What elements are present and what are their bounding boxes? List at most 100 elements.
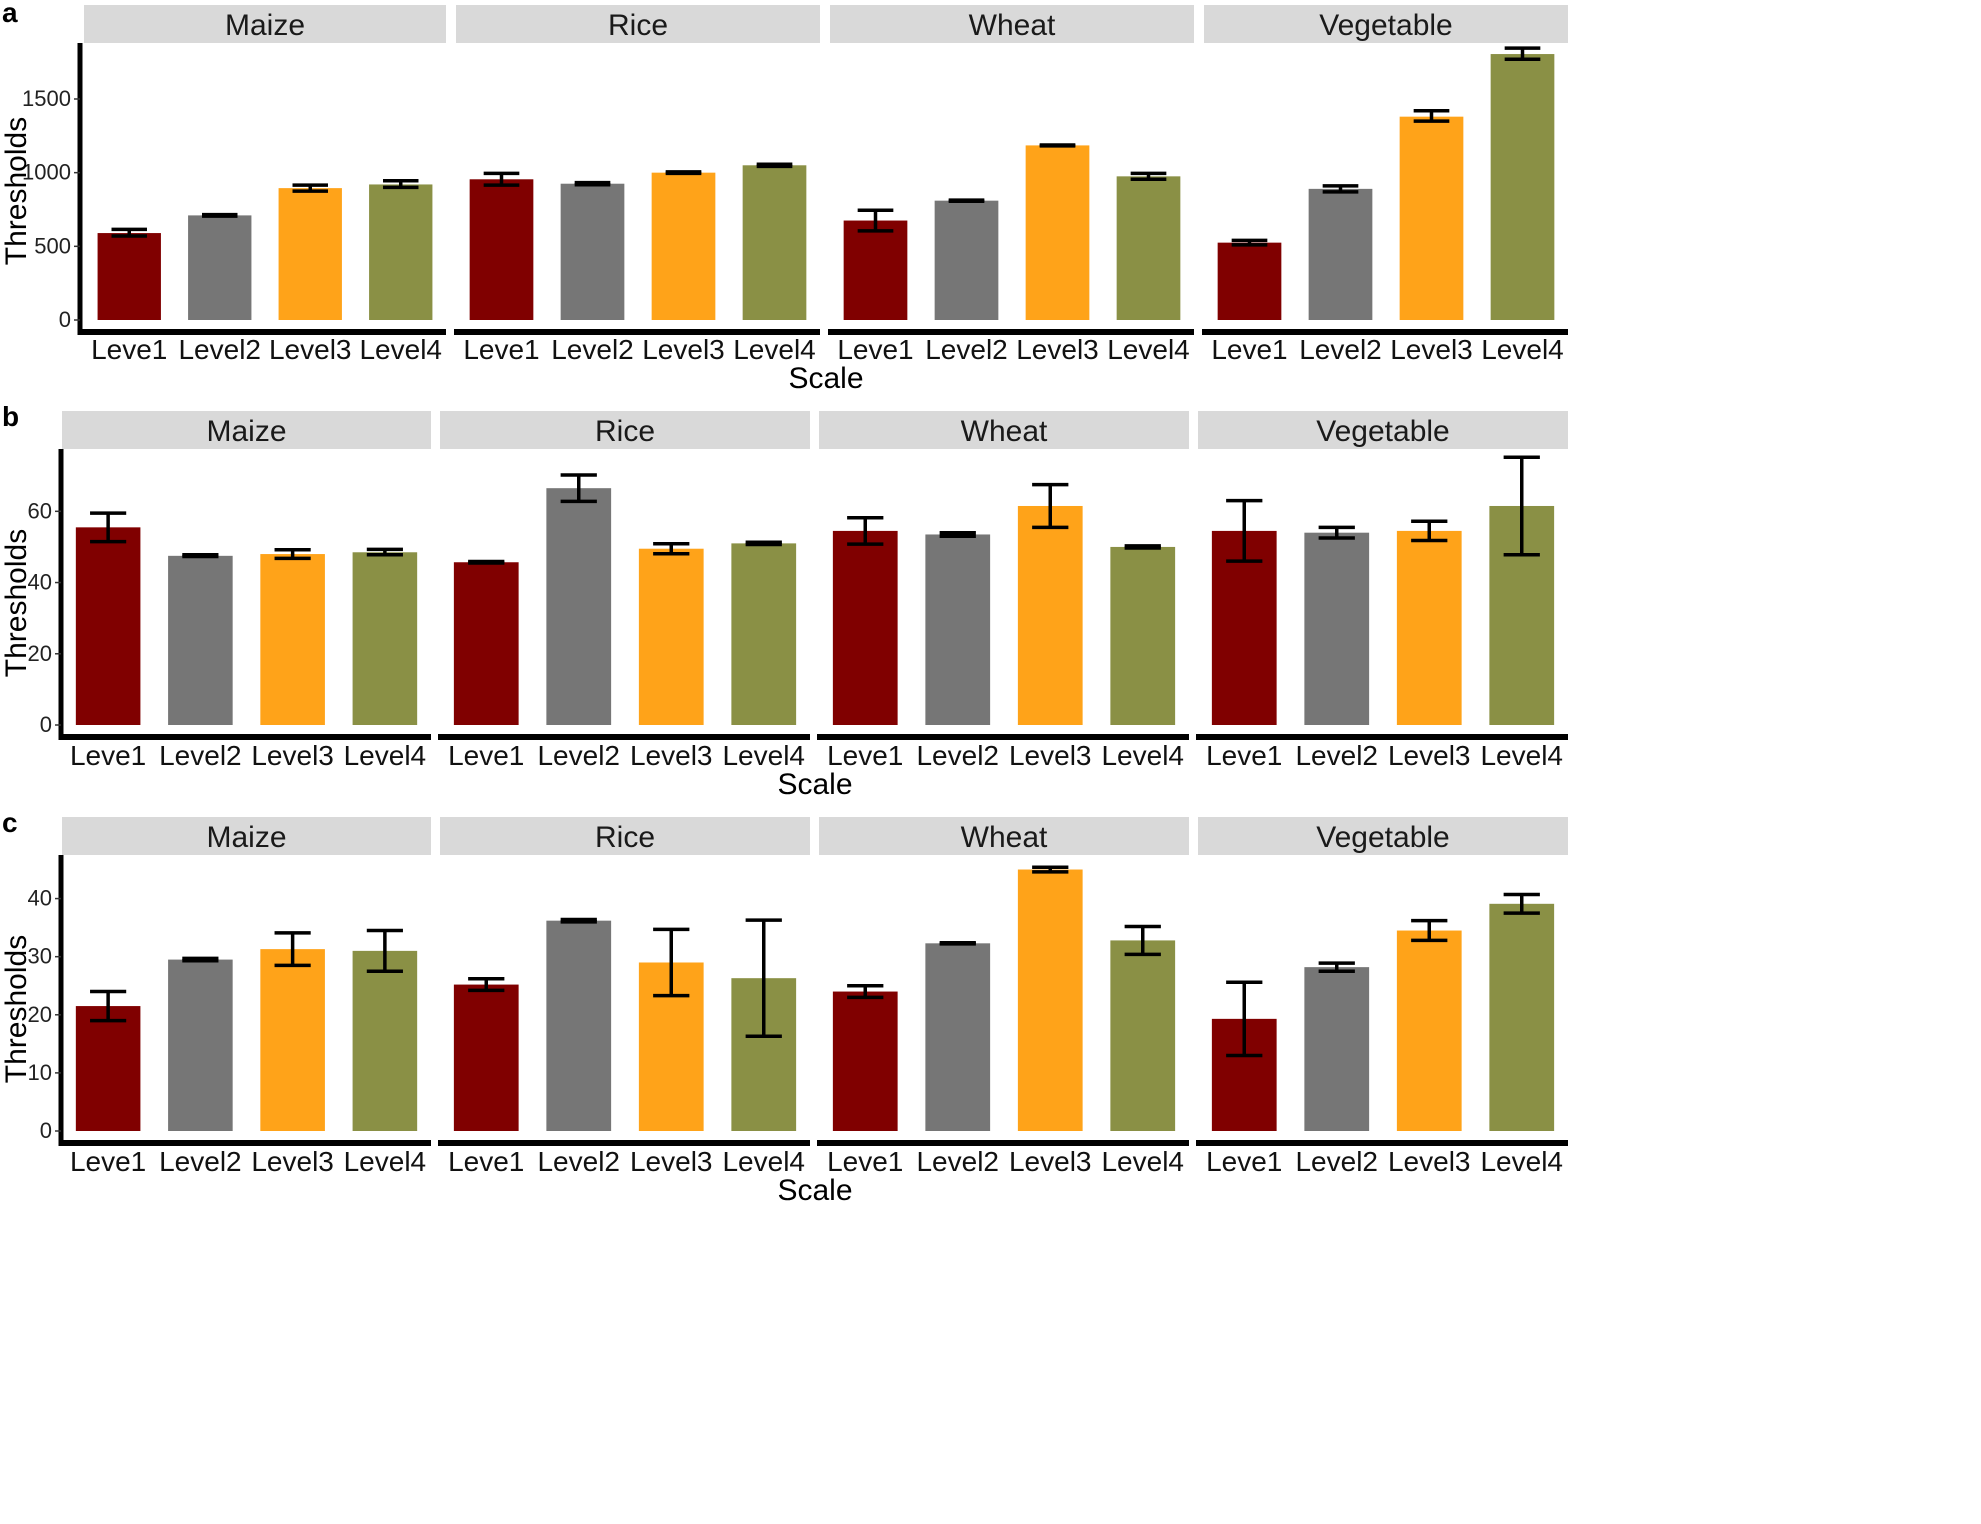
- bar: [168, 959, 233, 1131]
- bar: [832, 991, 898, 1131]
- x-tick-label: Leve1: [70, 740, 146, 771]
- x-tick-label: Level2: [1295, 1146, 1378, 1177]
- bar: [97, 233, 161, 320]
- bar: [1017, 505, 1083, 725]
- bar: [1211, 530, 1277, 725]
- x-tick-label: Level2: [537, 1146, 620, 1177]
- bar: [1396, 530, 1462, 725]
- bar: [453, 562, 519, 725]
- facet-strip: [830, 5, 1194, 43]
- x-tick-label: Level4: [1480, 740, 1563, 771]
- x-tick-label: Level3: [1390, 334, 1473, 365]
- bar: [832, 530, 898, 725]
- x-tick-label: Leve1: [448, 1146, 524, 1177]
- x-tick-label: Level4: [1101, 740, 1184, 771]
- x-tick-label: Level3: [1009, 740, 1092, 771]
- y-tick-label: 40: [28, 886, 52, 911]
- bar: [1304, 532, 1370, 725]
- x-tick-label: Level3: [1009, 1146, 1092, 1177]
- bar: [75, 527, 141, 725]
- facet-strip-label: Maize: [206, 821, 286, 854]
- x-tick-label: Level3: [251, 740, 334, 771]
- bar: [546, 920, 612, 1131]
- bar: [1110, 940, 1176, 1131]
- x-tick-label: Level3: [1388, 740, 1471, 771]
- x-tick-label: Leve1: [463, 334, 539, 365]
- x-tick-label: Level3: [251, 1146, 334, 1177]
- x-tick-label: Level2: [537, 740, 620, 771]
- x-tick-label: Level2: [925, 334, 1008, 365]
- x-axis-title: Scale: [777, 1174, 852, 1207]
- bar: [352, 950, 418, 1131]
- bar: [1017, 869, 1083, 1131]
- x-tick-label: Leve1: [837, 334, 913, 365]
- x-tick-label: Level4: [733, 334, 816, 365]
- panel-letter: b: [2, 401, 19, 432]
- facet-strip-label: Rice: [595, 415, 655, 448]
- y-tick-label: 0: [40, 712, 52, 737]
- facet-strip-label: Vegetable: [1316, 821, 1449, 854]
- bar: [651, 172, 716, 320]
- x-tick-label: Level2: [1295, 740, 1378, 771]
- x-tick-label: Level4: [722, 740, 805, 771]
- y-axis-title: Thresholds: [0, 935, 33, 1083]
- x-tick-label: Level4: [344, 1146, 427, 1177]
- x-tick-label: Level3: [1388, 1146, 1471, 1177]
- x-tick-label: Leve1: [448, 740, 524, 771]
- y-tick-label: 40: [28, 570, 52, 595]
- x-axis-title: Scale: [788, 362, 863, 395]
- facet-strip: [456, 5, 820, 43]
- facet-strip-label: Rice: [608, 9, 668, 42]
- y-tick-label: 1500: [22, 86, 71, 111]
- x-tick-label: Level2: [916, 740, 999, 771]
- y-tick-label: 500: [34, 233, 71, 258]
- bar: [260, 554, 325, 725]
- facet-strip: [819, 817, 1189, 855]
- facet-strip: [62, 411, 431, 449]
- facet-strip-label: Vegetable: [1316, 415, 1449, 448]
- facet-strip-label: Maize: [225, 9, 305, 42]
- facet-strip-label: Maize: [206, 415, 286, 448]
- bar: [1308, 188, 1373, 320]
- x-tick-label: Level3: [269, 334, 352, 365]
- facet-strip: [1198, 411, 1568, 449]
- x-tick-label: Level2: [159, 740, 242, 771]
- y-tick-label: 0: [40, 1118, 52, 1143]
- bar: [1489, 903, 1555, 1131]
- facet-strip: [84, 5, 446, 43]
- bar: [1490, 54, 1555, 320]
- y-tick-label: 0: [59, 307, 71, 332]
- bar: [925, 534, 991, 725]
- x-tick-label: Level4: [722, 1146, 805, 1177]
- facet-strip-label: Wheat: [961, 415, 1048, 448]
- facet-strip: [1198, 817, 1568, 855]
- x-tick-label: Leve1: [70, 1146, 146, 1177]
- x-tick-label: Level2: [159, 1146, 242, 1177]
- facet-strip: [440, 817, 810, 855]
- x-tick-label: Level4: [1481, 334, 1564, 365]
- x-axis-title: Scale: [777, 768, 852, 801]
- y-axis-title: Thresholds: [0, 529, 33, 677]
- bar: [469, 179, 534, 320]
- x-tick-label: Level4: [344, 740, 427, 771]
- x-tick-label: Level3: [630, 1146, 713, 1177]
- bar: [260, 949, 325, 1131]
- y-tick-label: 1000: [22, 160, 71, 185]
- bar: [278, 188, 342, 320]
- bar: [453, 984, 519, 1131]
- bar: [1304, 967, 1370, 1131]
- bar: [188, 215, 252, 320]
- x-tick-label: Leve1: [827, 1146, 903, 1177]
- facet-strip: [1204, 5, 1568, 43]
- bar: [1396, 930, 1462, 1131]
- panel-letter: c: [2, 807, 18, 838]
- bar: [1116, 176, 1181, 320]
- y-tick-label: 30: [28, 944, 52, 969]
- bar: [546, 488, 612, 725]
- bar: [843, 220, 908, 320]
- facet-strip: [819, 411, 1189, 449]
- bar: [638, 548, 704, 725]
- x-tick-label: Level4: [359, 334, 442, 365]
- facet-strip-label: Rice: [595, 821, 655, 854]
- bar: [925, 943, 991, 1131]
